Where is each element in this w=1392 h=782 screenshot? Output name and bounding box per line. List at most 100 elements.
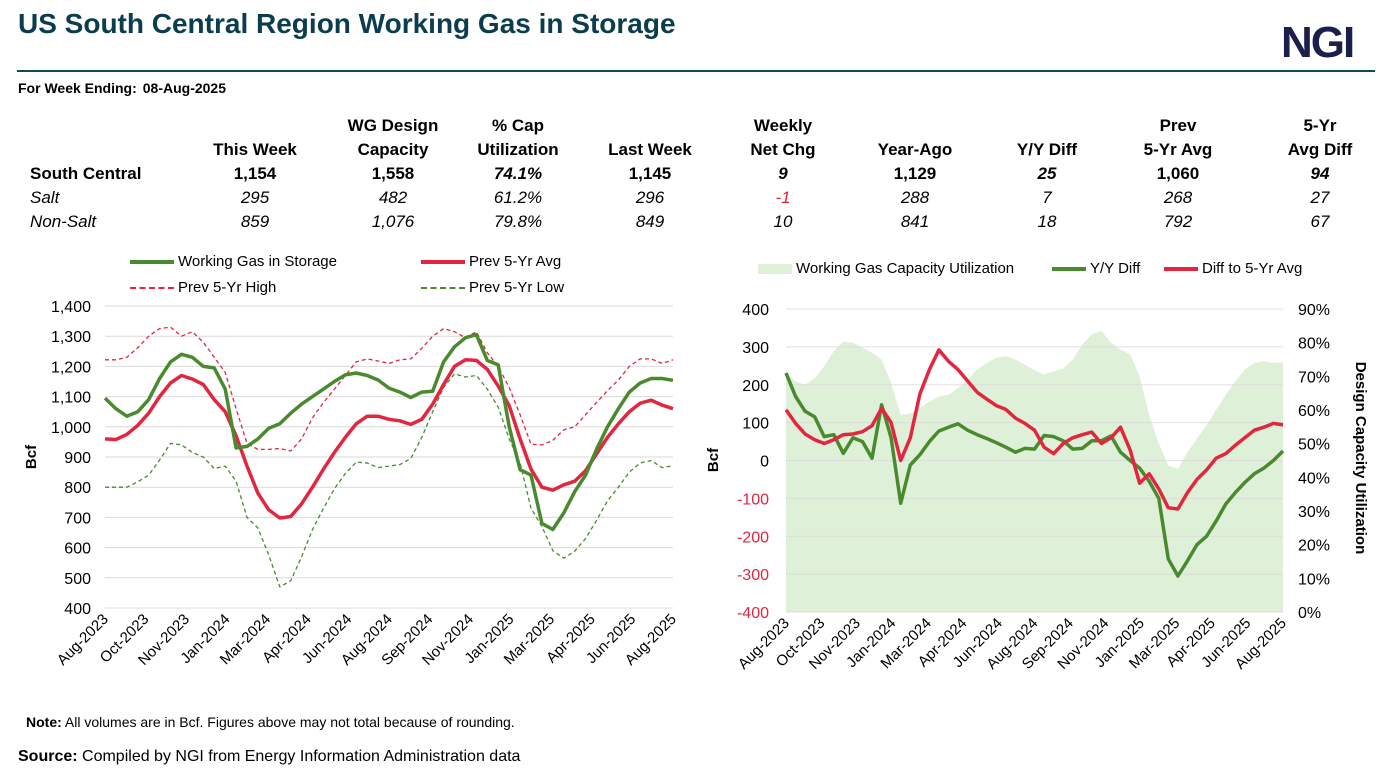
legend-label: Working Gas in Storage — [178, 253, 337, 270]
header-row-bottom: This Week Capacity Utilization Last Week Net… — [18, 138, 1384, 162]
table-cell: 10 — [773, 212, 793, 231]
table-cell: 841 — [900, 212, 930, 231]
column-header: % Cap — [492, 116, 544, 135]
table-row: Salt 295 482 61.2% 296 -1 288 7 268 27 — [18, 186, 1384, 210]
right-y-tick-label: 80% — [1298, 336, 1330, 353]
table-cell: 295 — [240, 188, 270, 207]
week-ending-label: For Week Ending: — [18, 80, 137, 96]
ngi-logo: NGI — [1281, 18, 1355, 67]
y-tick-label: 800 — [64, 480, 91, 497]
legend-label: Prev 5-Yr Low — [469, 279, 565, 296]
y-tick-label: 1,000 — [51, 420, 91, 437]
table-cell: 94 — [1310, 164, 1330, 183]
column-header: 5-Yr — [1303, 116, 1337, 135]
row-label: South Central — [30, 164, 142, 183]
header-row-top: WG Design % Cap Weekly Prev 5-Yr — [18, 114, 1384, 138]
y-axis-title: Bcf — [705, 447, 722, 472]
y-tick-label: 1,300 — [51, 329, 91, 346]
legend-label: Prev 5-Yr High — [178, 279, 277, 296]
column-header: Y/Y Diff — [1016, 140, 1078, 159]
table-cell: 288 — [900, 188, 930, 207]
y-tick-label: 500 — [64, 571, 91, 588]
y-tick-label: -100 — [737, 491, 769, 508]
column-header: Capacity — [357, 140, 429, 159]
legend-swatch — [1164, 266, 1198, 271]
legend-prev-5yr-avg: Prev 5-Yr Avg — [421, 253, 561, 270]
column-header: Utilization — [477, 140, 559, 159]
column-header: Avg Diff — [1287, 140, 1353, 159]
legend-swatch — [130, 259, 174, 264]
legend-working-gas: Working Gas in Storage — [130, 253, 337, 270]
table-cell: 61.2% — [493, 188, 543, 207]
y-tick-label: -400 — [737, 605, 769, 622]
y-tick-label: 400 — [64, 601, 91, 618]
legend-prev-5yr-high: Prev 5-Yr High — [130, 279, 276, 296]
legend-prev-5yr-low: Prev 5-Yr Low — [421, 279, 564, 296]
y-tick-label: 100 — [742, 416, 769, 433]
note-text: All volumes are in Bcf. Figures above ma… — [61, 714, 515, 730]
series-line-prev-5-yr-avg — [104, 358, 674, 520]
legend-swatch — [758, 263, 792, 274]
table-row: Non-Salt 859 1,076 79.8% 849 10 841 18 792 67 — [18, 210, 1384, 234]
column-header: Net Chg — [750, 140, 816, 159]
legend-label: Y/Y Diff — [1090, 260, 1141, 277]
right-y-tick-label: 90% — [1298, 302, 1330, 319]
table-cell: 79.8% — [493, 212, 543, 231]
table-cell: 1,558 — [371, 164, 415, 183]
footnote: Note: All volumes are in Bcf. Figures ab… — [26, 714, 515, 730]
y-tick-label: 1,400 — [51, 299, 91, 316]
legend-yy-diff: Y/Y Diff — [1052, 260, 1140, 277]
table-cell: 859 — [240, 212, 270, 231]
right-y-tick-label: 30% — [1298, 504, 1330, 521]
legend-swatch — [1052, 266, 1086, 271]
y-tick-label: 700 — [64, 510, 91, 527]
table-cell: 67 — [1310, 212, 1330, 231]
right-y-axis-title: Design Capacity Utilization — [1352, 362, 1369, 555]
title-divider — [17, 70, 1375, 72]
table-cell: 1,154 — [233, 164, 277, 183]
y-tick-label: 200 — [742, 378, 769, 395]
series-line-diff-to-5-yr-avg — [784, 348, 1284, 511]
legend-capacity-utilization: Working Gas Capacity Utilization — [758, 260, 1014, 277]
column-header: WG Design — [347, 116, 439, 135]
column-header: Year-Ago — [877, 140, 953, 159]
table-cell: 849 — [635, 212, 665, 231]
table-cell: 74.1% — [493, 164, 543, 183]
column-header: 5-Yr Avg — [1143, 140, 1213, 159]
y-tick-label: -200 — [737, 529, 769, 546]
table-cell: 268 — [1163, 188, 1193, 207]
column-header: Prev — [1159, 116, 1197, 135]
y-tick-label: 900 — [64, 450, 91, 467]
row-label: Salt — [30, 188, 60, 207]
table-cell: 296 — [635, 188, 665, 207]
series-line-y-y-diff — [784, 372, 1285, 578]
table-cell: 1,129 — [893, 164, 937, 183]
table-cell: 482 — [378, 188, 408, 207]
week-ending: For Week Ending: 08-Aug-2025 — [18, 80, 232, 96]
legend-swatch — [130, 286, 174, 289]
source-text: Compiled by NGI from Energy Information … — [77, 748, 521, 765]
right-y-tick-label: 40% — [1298, 470, 1330, 487]
series-line-prev-5-yr-low — [105, 373, 674, 588]
legend-swatch — [421, 286, 465, 289]
y-tick-label: 400 — [742, 302, 769, 319]
week-ending-value: 08-Aug-2025 — [142, 80, 227, 96]
legend-diff-5yr-avg: Diff to 5-Yr Avg — [1164, 260, 1302, 277]
diff-utilization-chart: 400 300 200 100 0 -100 -200 -300 -400 90% 80% 70% 60… — [705, 302, 1369, 673]
table-cell: 792 — [1163, 212, 1193, 231]
table-cell: 18 — [1037, 212, 1057, 231]
right-y-tick-label: 0% — [1298, 605, 1321, 622]
column-header: Weekly — [753, 116, 813, 135]
table-cell: 9 — [778, 164, 788, 183]
right-y-tick-label: 10% — [1298, 571, 1330, 588]
table-row: South Central 1,154 1,558 74.1% 1,145 9 1,129 2… — [18, 162, 1384, 186]
y-tick-label: 0 — [760, 454, 769, 471]
table-cell: 25 — [1037, 164, 1057, 183]
legend-label: Prev 5-Yr Avg — [469, 253, 562, 270]
legend-swatch — [421, 259, 465, 264]
table-cell: -1 — [775, 188, 791, 207]
column-header: Last Week — [608, 140, 692, 159]
column-header: This Week — [213, 140, 297, 159]
